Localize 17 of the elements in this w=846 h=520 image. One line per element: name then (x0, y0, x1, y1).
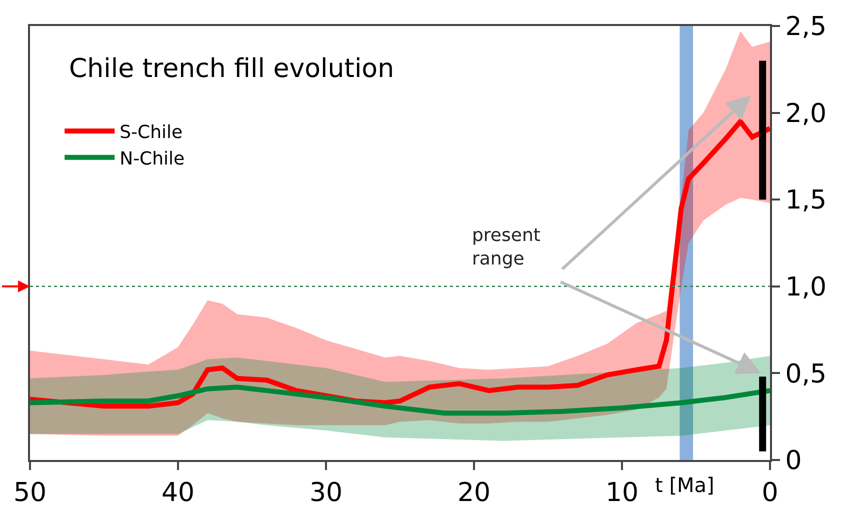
y-tick-label: 1,0 (785, 272, 827, 302)
x-axis-title: t [Ma] (655, 473, 714, 497)
legend-label: S-Chile (120, 122, 183, 144)
legend-label: N-Chile (120, 148, 185, 170)
y-tick-label: 1,5 (785, 186, 827, 216)
annotation: present range (472, 225, 540, 270)
y-tick-label: 2,0 (785, 98, 827, 129)
x-tick-label: 50 (13, 478, 47, 508)
x-tick-label: 40 (161, 478, 195, 508)
y-tick-label: 0,5 (785, 359, 827, 390)
y-tick-label: 0 (785, 446, 802, 476)
y-tick-label: 2,5 (785, 12, 827, 42)
x-tick-label: 20 (457, 478, 491, 508)
x-tick-label: 0 (762, 478, 778, 508)
x-tick-label: 30 (309, 478, 343, 508)
x-tick-label: 10 (605, 478, 639, 508)
text: Chile trench fill evolution (69, 54, 394, 84)
